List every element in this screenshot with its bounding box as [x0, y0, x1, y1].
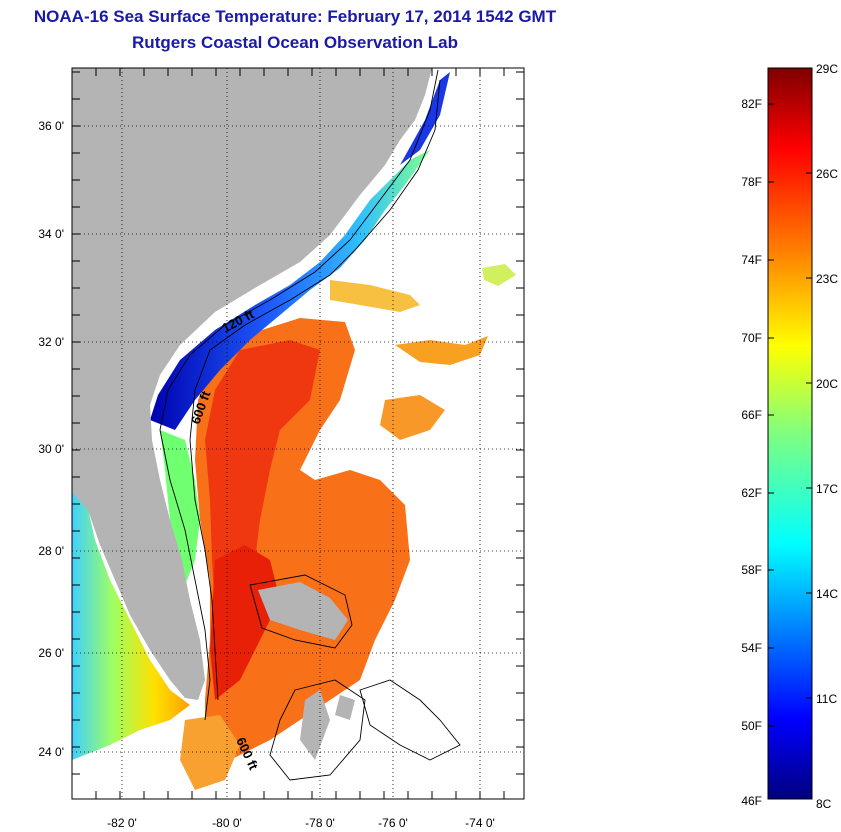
cbar-label-66f: 66F — [741, 408, 762, 422]
lon-label-74: -74 0' — [465, 816, 495, 830]
cbar-label-29c: 29C — [816, 62, 838, 76]
lon-label-76: -76 0' — [378, 816, 408, 830]
cbar-label-23c: 23C — [816, 272, 838, 286]
cbar-label-78f: 78F — [741, 175, 762, 189]
cold-shelf-water — [150, 150, 430, 430]
cbar-label-70f: 70F — [741, 331, 762, 345]
lat-label-30: 30 0' — [38, 442, 64, 456]
lat-label-28: 28 0' — [38, 544, 64, 558]
warm-patch-east-2 — [380, 395, 445, 440]
warm-patch-south — [180, 715, 240, 790]
contour-bahamas — [249, 574, 461, 781]
cbar-label-46f: 46F — [741, 794, 762, 808]
cbar-label-62f: 62F — [741, 486, 762, 500]
cbar-label-14c: 14C — [816, 587, 838, 601]
cbar-label-74f: 74F — [741, 253, 762, 267]
lat-label-24: 24 0' — [38, 745, 64, 759]
colorbar-ticks — [768, 103, 812, 727]
cbar-label-17c: 17C — [816, 482, 838, 496]
lat-label-32: 32 0' — [38, 335, 64, 349]
cbar-label-11c: 11C — [816, 692, 837, 706]
land-bahamas-3 — [335, 695, 355, 720]
lat-label-36: 36 0' — [38, 119, 64, 133]
lon-label-78: -78 0' — [305, 816, 335, 830]
florida-shelf-cool — [160, 430, 200, 585]
cbar-label-26c: 26C — [816, 167, 838, 181]
lat-label-34: 34 0' — [38, 227, 64, 241]
land-southeast-us — [72, 68, 432, 700]
colorbar-gradient — [767, 67, 813, 800]
lon-label-82: -82 0' — [107, 816, 137, 830]
contour-120ft — [159, 69, 439, 721]
map-title: NOAA-16 Sea Surface Temperature: Februar… — [33, 7, 557, 26]
map-subtitle: Rutgers Coastal Ocean Observation Lab — [132, 33, 458, 52]
contour-600ft — [189, 79, 441, 701]
map-plot-area — [72, 68, 524, 799]
lon-label-80: -80 0' — [212, 816, 242, 830]
cbar-label-82f: 82F — [741, 97, 762, 111]
warm-patch-east-3 — [330, 280, 420, 312]
cbar-label-50f: 50F — [741, 719, 762, 733]
cbar-label-58f: 58F — [741, 563, 762, 577]
colorbar: 82F 78F 74F 70F 66F 62F 58F 54F 50F 46F … — [741, 62, 838, 811]
axis-ticks — [72, 68, 524, 799]
cbar-label-20c: 20C — [816, 377, 838, 391]
gulf-stream-red — [210, 545, 280, 700]
warm-patch-east-1 — [395, 336, 488, 365]
warm-patch-ne — [482, 264, 516, 286]
latitude-labels: 36 0' 34 0' 32 0' 30 0' 28 0' 26 0' 24 0… — [38, 119, 64, 759]
land-bahamas-1 — [258, 582, 348, 640]
map-frame — [71, 67, 525, 800]
longitude-labels: -82 0' -80 0' -78 0' -76 0' -74 0' — [107, 816, 495, 830]
west-florida-shelf — [72, 490, 190, 760]
cbar-label-8c: 8C — [816, 797, 832, 811]
graticule — [72, 68, 524, 799]
cold-inshore-water — [400, 72, 450, 165]
cbar-label-54f: 54F — [741, 641, 762, 655]
lat-label-26: 26 0' — [38, 646, 64, 660]
land-bahamas-2 — [300, 690, 330, 760]
